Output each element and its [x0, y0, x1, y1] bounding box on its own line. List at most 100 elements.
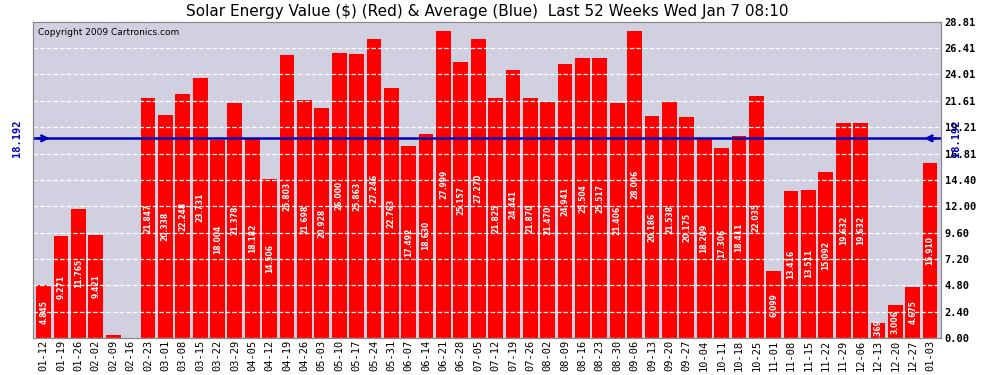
Text: 21.870: 21.870 [526, 203, 535, 233]
Bar [106, 335, 121, 338]
Text: 18.192: 18.192 [951, 120, 961, 157]
Bar [315, 108, 329, 338]
Text: 25.504: 25.504 [578, 184, 587, 213]
Text: 22.248: 22.248 [178, 201, 187, 231]
Bar [888, 305, 903, 338]
Text: 18.411: 18.411 [735, 222, 743, 252]
Text: 3.006: 3.006 [891, 310, 900, 334]
Text: 21.847: 21.847 [144, 204, 152, 233]
Text: 18.630: 18.630 [422, 221, 431, 251]
Text: 28.006: 28.006 [630, 170, 640, 199]
Bar [332, 53, 346, 338]
Text: Copyright 2009 Cartronics.com: Copyright 2009 Cartronics.com [38, 28, 179, 37]
Text: 21.825: 21.825 [491, 204, 500, 233]
Bar [506, 70, 521, 338]
Bar [384, 88, 399, 338]
Bar [71, 209, 86, 338]
Text: 17.492: 17.492 [404, 228, 413, 257]
Bar [801, 190, 816, 338]
Text: 4.675: 4.675 [908, 301, 917, 324]
Bar [419, 134, 434, 338]
Bar [436, 31, 450, 338]
Text: 24.441: 24.441 [509, 189, 518, 219]
Text: 19.632: 19.632 [839, 216, 847, 245]
Title: Solar Energy Value ($) (Red) & Average (Blue)  Last 52 Weeks Wed Jan 7 08:10: Solar Energy Value ($) (Red) & Average (… [186, 4, 788, 19]
Bar [870, 323, 885, 338]
Text: 15.092: 15.092 [822, 241, 831, 270]
Bar [297, 100, 312, 338]
Text: 22.035: 22.035 [751, 202, 760, 232]
Text: 25.803: 25.803 [282, 182, 291, 211]
Bar [644, 117, 659, 338]
Bar [748, 96, 763, 338]
Bar [488, 99, 503, 338]
Bar [541, 102, 555, 338]
Text: 25.517: 25.517 [595, 183, 604, 213]
Bar [853, 123, 868, 338]
Text: 11.765: 11.765 [74, 259, 83, 288]
Bar [784, 191, 798, 338]
Text: 4.845: 4.845 [40, 300, 49, 324]
Bar [366, 39, 381, 338]
Text: 21.378: 21.378 [231, 206, 240, 236]
Text: 13.416: 13.416 [786, 250, 796, 279]
Text: 6.099: 6.099 [769, 293, 778, 316]
Bar [732, 136, 746, 338]
Bar [836, 123, 850, 338]
Bar [819, 172, 834, 338]
Bar [88, 235, 103, 338]
Text: 20.338: 20.338 [160, 212, 170, 241]
Bar [592, 58, 607, 338]
Text: 18.182: 18.182 [248, 224, 256, 253]
Text: 13.511: 13.511 [804, 249, 813, 279]
Text: 21.470: 21.470 [544, 206, 552, 235]
Text: 26.000: 26.000 [335, 181, 344, 210]
Bar [628, 30, 642, 338]
Text: 21.698: 21.698 [300, 204, 309, 234]
Bar [158, 115, 172, 338]
Bar [766, 271, 781, 338]
Bar [37, 285, 51, 338]
Bar [679, 117, 694, 338]
Bar [262, 179, 277, 338]
Bar [210, 140, 225, 338]
Text: 25.863: 25.863 [352, 182, 361, 211]
Text: 21.406: 21.406 [613, 206, 622, 235]
Text: 23.731: 23.731 [196, 193, 205, 222]
Text: 24.941: 24.941 [560, 187, 569, 216]
Text: 19.632: 19.632 [856, 216, 865, 245]
Bar [575, 58, 590, 338]
Text: 20.186: 20.186 [647, 213, 656, 242]
Bar [923, 164, 938, 338]
Bar [401, 146, 416, 338]
Text: 1.369: 1.369 [873, 319, 882, 343]
Bar [245, 138, 259, 338]
Bar [697, 138, 712, 338]
Text: 22.763: 22.763 [387, 198, 396, 228]
Bar [471, 39, 485, 338]
Bar [905, 287, 920, 338]
Bar [228, 104, 243, 338]
Text: 18.192: 18.192 [13, 120, 23, 157]
Text: 27.246: 27.246 [369, 174, 378, 203]
Text: 18.209: 18.209 [700, 224, 709, 253]
Text: 21.538: 21.538 [665, 206, 674, 234]
Text: 25.157: 25.157 [456, 186, 465, 214]
Bar [523, 98, 538, 338]
Text: 27.270: 27.270 [473, 174, 483, 203]
Bar [175, 94, 190, 338]
Bar [610, 103, 625, 338]
Bar [662, 102, 677, 338]
Bar [141, 98, 155, 338]
Text: 20.175: 20.175 [682, 213, 691, 242]
Text: 15.910: 15.910 [926, 236, 935, 265]
Text: 27.999: 27.999 [439, 170, 447, 199]
Text: 20.928: 20.928 [317, 209, 327, 238]
Bar [279, 55, 294, 338]
Bar [193, 78, 208, 338]
Bar [453, 62, 468, 338]
Bar [53, 236, 68, 338]
Text: 17.306: 17.306 [717, 228, 726, 258]
Text: 18.004: 18.004 [213, 225, 222, 254]
Text: 9.421: 9.421 [91, 274, 100, 298]
